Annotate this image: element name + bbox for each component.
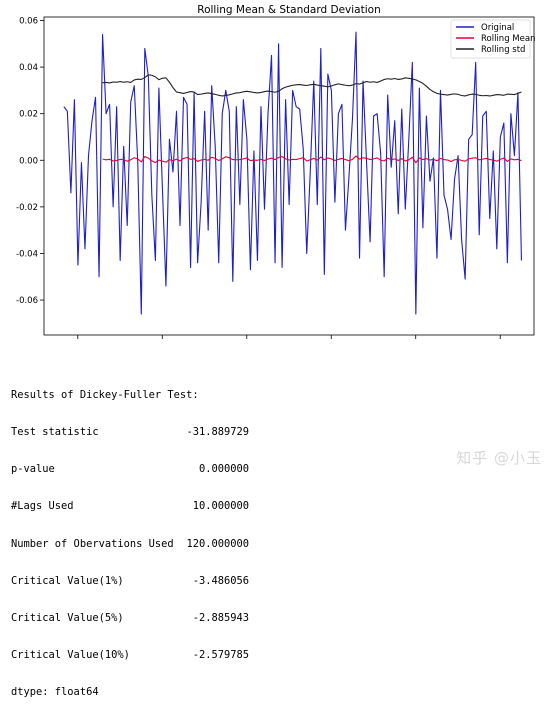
result-label: p-value (11, 463, 55, 476)
chart-title: Rolling Mean & Standard Deviation (197, 4, 380, 16)
y-tick-label: 0.06 (19, 16, 38, 26)
result-label: Critical Value(10%) (11, 649, 130, 662)
result-value: -2.579785 (192, 649, 249, 662)
series-line-rolling-std (102, 74, 522, 97)
watermark: 知乎 @小玉 (456, 449, 542, 467)
result-value: 120.000000 (186, 537, 249, 550)
dickey-fuller-results: Results of Dickey-Fuller Test: Test stat… (11, 364, 249, 711)
result-value: -2.885943 (192, 612, 249, 625)
y-tick-label: 0.02 (19, 110, 38, 120)
legend: Original Rolling Mean Rolling std (450, 19, 535, 59)
y-tick-label: 0.00 (19, 156, 38, 166)
result-label: Number of Obervations Used (11, 537, 174, 550)
y-axis: 0.06 0.04 0.02 0.00 -0.02 -0.04 -0.06 (16, 16, 44, 306)
legend-label-original: Original (481, 23, 514, 33)
y-tick-label: -0.04 (16, 249, 38, 259)
y-tick-label: -0.02 (16, 203, 38, 213)
results-header: Results of Dickey-Fuller Test: (11, 388, 199, 401)
series-line-original (63, 31, 522, 315)
result-value: 10.000000 (192, 500, 249, 513)
y-tick-label: -0.06 (16, 296, 38, 306)
legend-label-rolling-mean: Rolling Mean (481, 34, 535, 44)
result-label: Critical Value(5%) (11, 612, 124, 625)
rolling-stats-chart: Rolling Mean & Standard Deviation 0.060.… (16, 4, 535, 339)
result-label: #Lags Used (11, 500, 74, 513)
result-value: 0.000000 (198, 463, 249, 476)
result-row-test-statistic: Test statistic -31.889729 (11, 426, 249, 438)
series-layer (63, 31, 522, 315)
result-row-critical-value-5pct: Critical Value(5%) -2.885943 (11, 612, 249, 624)
result-label: Test statistic (11, 426, 99, 439)
legend-label-rolling-std: Rolling std (481, 45, 525, 55)
result-row-critical-value-10pct: Critical Value(10%) -2.579785 (11, 649, 249, 661)
y-tick-label: 0.04 (19, 63, 38, 73)
result-row-critical-value-1pct: Critical Value(1%) -3.486056 (11, 575, 249, 587)
plot-frame (43, 16, 535, 336)
x-axis: 202020222024202620282030 (77, 335, 501, 339)
result-label: Critical Value(1%) (11, 574, 124, 587)
result-value: -3.486056 (192, 574, 249, 587)
result-row-lags-used: #Lags Used 10.000000 (11, 500, 249, 512)
result-value: -31.889729 (186, 426, 249, 439)
series-line-rolling-mean (102, 155, 522, 164)
results-dtype: dtype: float64 (11, 686, 99, 699)
result-row-observations-used: Number of Obervations Used 120.000000 (11, 538, 249, 550)
result-row-p-value: p-value 0.000000 (11, 463, 249, 475)
